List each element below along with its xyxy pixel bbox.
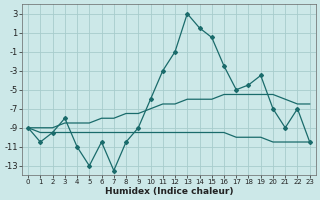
X-axis label: Humidex (Indice chaleur): Humidex (Indice chaleur) [105,187,233,196]
